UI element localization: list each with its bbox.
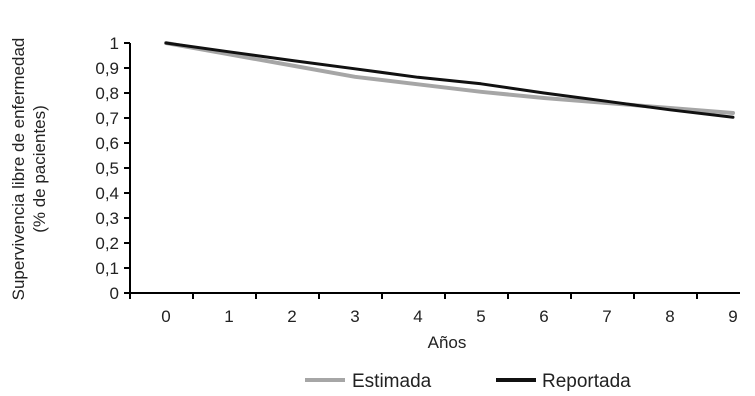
y-tick-label: 0,9 xyxy=(95,59,119,78)
y-axis-ticks: 0 0,1 0,2 0,3 0,4 0,5 0,6 0,7 0,8 0,9 1 xyxy=(95,34,130,303)
series-line-reportada xyxy=(164,41,735,119)
y-tick-label: 0,4 xyxy=(95,184,119,203)
legend-label-reportada: Reportada xyxy=(542,371,631,392)
y-tick-label: 0,6 xyxy=(95,134,119,153)
x-tick-label: 7 xyxy=(602,307,611,326)
y-axis-title-line-1: Supervivencia libre de enfermedad xyxy=(9,38,28,301)
x-tick-label: 3 xyxy=(350,307,359,326)
y-tick-label: 0,3 xyxy=(95,209,119,228)
y-tick-label: 0,5 xyxy=(95,159,119,178)
y-tick-label: 0,1 xyxy=(95,259,119,278)
x-tick-label: 8 xyxy=(665,307,674,326)
plot-lines xyxy=(164,41,735,119)
y-tick-label: 0,8 xyxy=(95,84,119,103)
x-tick-label: 1 xyxy=(224,307,233,326)
x-axis-ticks: 0 1 2 3 4 5 6 7 8 9 xyxy=(129,293,738,326)
y-axis-title: Supervivencia libre de enfermedad (% de … xyxy=(9,38,49,301)
x-axis-title: Años xyxy=(428,333,467,352)
legend: Estimada Reportada xyxy=(305,371,631,392)
x-tick-label: 9 xyxy=(728,307,737,326)
legend-label-estimada: Estimada xyxy=(352,371,432,392)
y-tick-label: 1 xyxy=(110,34,119,53)
x-tick-label: 0 xyxy=(161,307,170,326)
x-tick-label: 2 xyxy=(287,307,296,326)
x-tick-label: 6 xyxy=(539,307,548,326)
x-tick-label: 5 xyxy=(476,307,485,326)
y-axis-title-line-2: (% de pacientes) xyxy=(30,105,49,233)
x-tick-label: 4 xyxy=(413,307,422,326)
axes xyxy=(129,43,740,294)
y-tick-label: 0,7 xyxy=(95,109,119,128)
y-tick-label: 0,2 xyxy=(95,234,119,253)
y-tick-label: 0 xyxy=(110,284,119,303)
